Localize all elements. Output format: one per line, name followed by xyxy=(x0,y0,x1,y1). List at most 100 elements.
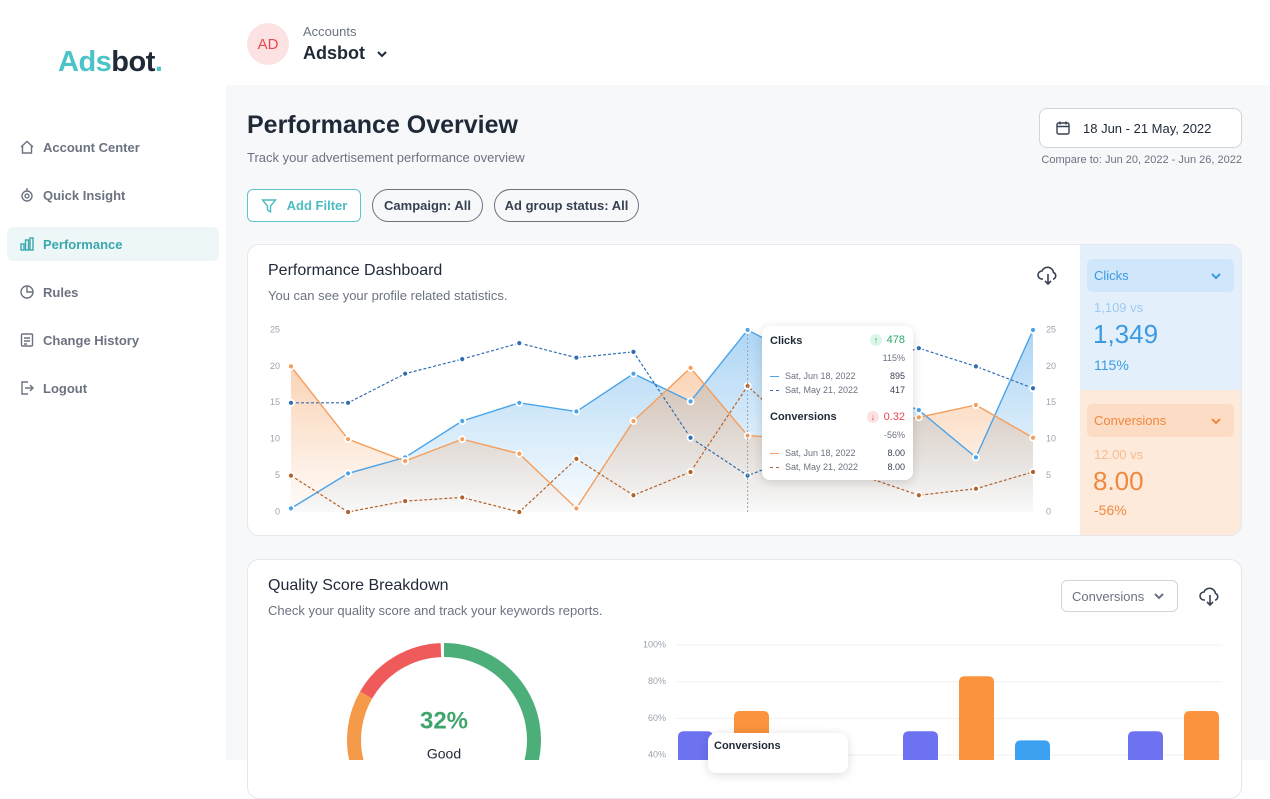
nav-item[interactable]: Logout xyxy=(7,371,219,405)
page-subtitle: Track your advertisement performance ove… xyxy=(247,150,525,165)
nav-item[interactable]: Change History xyxy=(7,323,219,357)
chart-tooltip: Clicks ↑ 478 115% Sat, Jun 18, 2022 895 … xyxy=(762,326,913,480)
point xyxy=(972,484,980,493)
add-filter-button[interactable]: Add Filter xyxy=(247,189,361,222)
card-title: Quality Score Breakdown xyxy=(268,577,449,594)
download-icon[interactable] xyxy=(1199,585,1221,607)
nav-label: Quick Insight xyxy=(43,187,126,203)
filter-label: Campaign: All xyxy=(384,198,471,213)
bar-tooltip: Conversions xyxy=(708,733,848,773)
download-icon[interactable] xyxy=(1037,264,1059,286)
down-icon: ↓ xyxy=(867,411,879,423)
point xyxy=(515,398,524,407)
legend-line xyxy=(770,467,779,468)
charts: 32% Good 0 5 10 15 20 25 0 5 10 15 20 25 40% 60% 80% 10… xyxy=(270,324,1222,760)
metric-change: -56% xyxy=(1094,502,1127,518)
nav-item[interactable]: Quick Insight xyxy=(7,178,219,212)
point xyxy=(344,469,352,478)
point xyxy=(972,362,980,371)
tooltip-date: Sat, Jun 18, 2022 xyxy=(785,448,856,458)
nav-item[interactable]: Rules xyxy=(7,275,219,309)
point xyxy=(344,508,352,516)
metric-current: 8.00 xyxy=(1093,466,1144,496)
screen: Adsbot. Account Center Quick Insight Per… xyxy=(7,23,1242,799)
point xyxy=(287,471,295,480)
campaign-filter[interactable]: Campaign: All xyxy=(372,189,483,222)
y-tick-label: 25 xyxy=(270,324,280,334)
nav-label: Rules xyxy=(43,284,79,300)
chevron xyxy=(377,50,387,57)
point xyxy=(1029,468,1037,476)
up-icon: ↑ xyxy=(870,334,882,346)
bar xyxy=(1184,711,1219,760)
nav-label: Performance xyxy=(43,236,123,252)
y-tick-label: 20 xyxy=(270,361,280,371)
point xyxy=(1029,433,1037,442)
card-title: Performance Dashboard xyxy=(268,262,443,279)
point xyxy=(914,491,923,500)
tooltip-percent: 115% xyxy=(882,353,905,363)
page-title: Performance Overview xyxy=(247,111,518,139)
legend-line xyxy=(770,376,779,377)
tooltip-date: Sat, May 21, 2022 xyxy=(785,462,859,472)
point xyxy=(972,453,980,462)
legend-line xyxy=(770,390,779,391)
logo-accent: Ads xyxy=(58,46,112,78)
metric-name: Conversions xyxy=(1094,413,1167,428)
point xyxy=(972,401,980,409)
y2-tick-label: 25 xyxy=(1046,324,1056,334)
tooltip-change: 0.32 xyxy=(883,411,905,423)
y2-tick-label: 10 xyxy=(1046,434,1056,444)
page: Adsbot { "sidebar": { "logo": {"accent":… xyxy=(7,23,1242,799)
point xyxy=(458,493,467,502)
point xyxy=(686,363,695,372)
metric-dropdown[interactable]: Clicks xyxy=(1087,259,1234,292)
icon xyxy=(20,237,34,251)
icon xyxy=(20,285,34,299)
point xyxy=(287,398,295,407)
tooltip-title: Clicks xyxy=(770,335,803,347)
account-switcher[interactable]: Adsbot xyxy=(303,43,389,64)
point xyxy=(401,369,410,378)
line xyxy=(290,385,1034,513)
account-label: Accounts xyxy=(303,24,357,39)
tooltip-value: 895 xyxy=(889,371,905,381)
y-tick-label: 100% xyxy=(643,639,666,649)
nav-item[interactable]: Performance xyxy=(7,227,219,261)
y-tick-label: 60% xyxy=(648,713,666,723)
gauge-arc-poor xyxy=(360,643,442,699)
point xyxy=(515,449,524,458)
icon xyxy=(21,381,34,395)
avatar[interactable]: AD xyxy=(247,23,289,65)
bar xyxy=(678,731,713,760)
logo[interactable]: Adsbot. xyxy=(58,46,163,79)
y2-tick-label: 5 xyxy=(1046,470,1051,480)
quality-dropdown[interactable]: Conversions xyxy=(1061,580,1178,612)
legend-line xyxy=(770,453,779,454)
point xyxy=(572,353,581,362)
nav-label: Logout xyxy=(43,380,88,396)
gauge-arc-average xyxy=(347,691,373,760)
icon xyxy=(21,188,33,202)
nav-item[interactable]: Account Center xyxy=(7,130,219,164)
gauge-status: Good xyxy=(427,746,461,760)
bar xyxy=(959,676,994,760)
chevron xyxy=(1211,272,1221,279)
gauge-value: 32% xyxy=(420,707,468,734)
y-tick-label: 15 xyxy=(270,397,280,407)
logo-dot: . xyxy=(154,46,163,78)
tooltip-title: Conversions xyxy=(714,740,781,752)
logo-rest: bot xyxy=(111,46,155,78)
metric-dropdown[interactable]: Conversions xyxy=(1087,404,1234,437)
point xyxy=(458,435,467,444)
metric-name: Clicks xyxy=(1094,268,1129,283)
point xyxy=(515,339,524,348)
metric-previous: 12.00 vs xyxy=(1094,447,1144,462)
point xyxy=(515,508,524,516)
tooltip-date: Sat, May 21, 2022 xyxy=(785,385,859,395)
point xyxy=(572,454,581,463)
tooltip-title: Conversions xyxy=(770,411,837,423)
ad-group-filter[interactable]: Ad group status: All xyxy=(494,189,639,222)
date-picker[interactable]: 18 Jun - 21 May, 2022 xyxy=(1039,108,1242,148)
bar xyxy=(1015,740,1050,760)
